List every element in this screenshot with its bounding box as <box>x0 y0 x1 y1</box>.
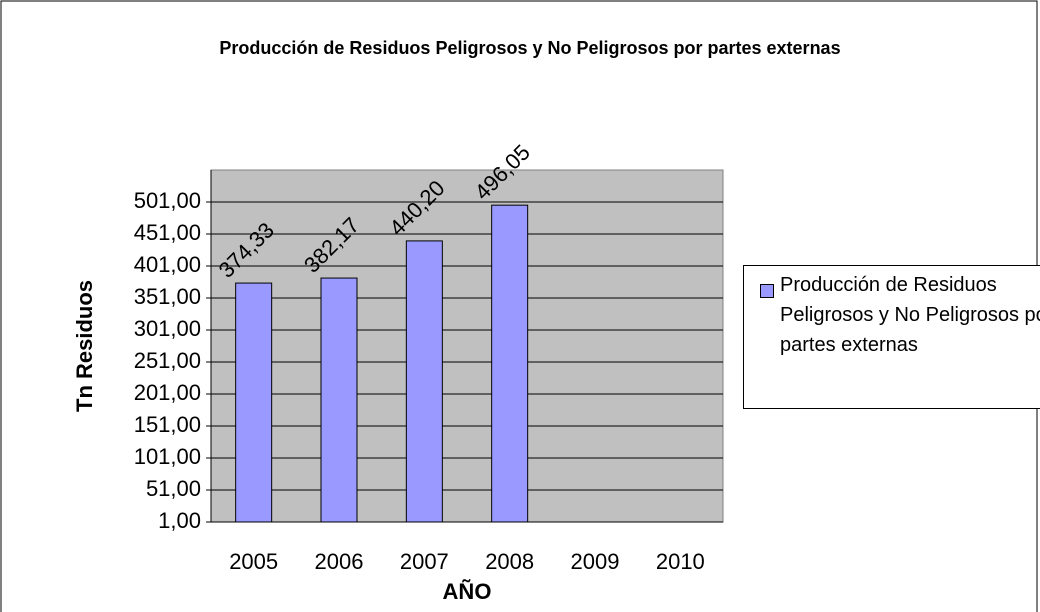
legend: Producción de Residuos Peligrosos y No P… <box>743 265 1040 409</box>
y-tick-label: 351,00 <box>134 284 201 309</box>
plot-area <box>210 169 724 523</box>
y-tick-label: 501,00 <box>134 188 201 213</box>
x-tick-label: 2009 <box>571 549 620 574</box>
x-tick-label: 2007 <box>400 549 449 574</box>
chart-title: Producción de Residuos Peligrosos y No P… <box>219 38 841 58</box>
x-tick-label: 2006 <box>315 549 364 574</box>
x-axis-label: AÑO <box>443 579 492 604</box>
x-tick-label: 2008 <box>485 549 534 574</box>
y-tick-label: 451,00 <box>134 220 201 245</box>
x-tick-label: 2010 <box>656 549 705 574</box>
y-axis-label: Tn Residuos <box>72 280 97 412</box>
y-tick-label: 301,00 <box>134 316 201 341</box>
y-tick-label: 401,00 <box>134 252 201 277</box>
y-tick-label: 101,00 <box>134 444 201 469</box>
y-tick-label: 151,00 <box>134 412 201 437</box>
legend-label: Producción de Residuos Peligrosos y No P… <box>780 274 1040 356</box>
y-tick-label: 1,00 <box>158 508 201 533</box>
bar <box>491 204 529 523</box>
x-tick-label: 2005 <box>229 549 278 574</box>
bar <box>405 240 443 523</box>
y-tick-label: 201,00 <box>134 380 201 405</box>
y-tick-label: 251,00 <box>134 348 201 373</box>
bar <box>235 282 273 523</box>
legend-swatch <box>760 284 774 298</box>
bar <box>320 277 358 523</box>
y-tick-label: 51,00 <box>146 476 201 501</box>
